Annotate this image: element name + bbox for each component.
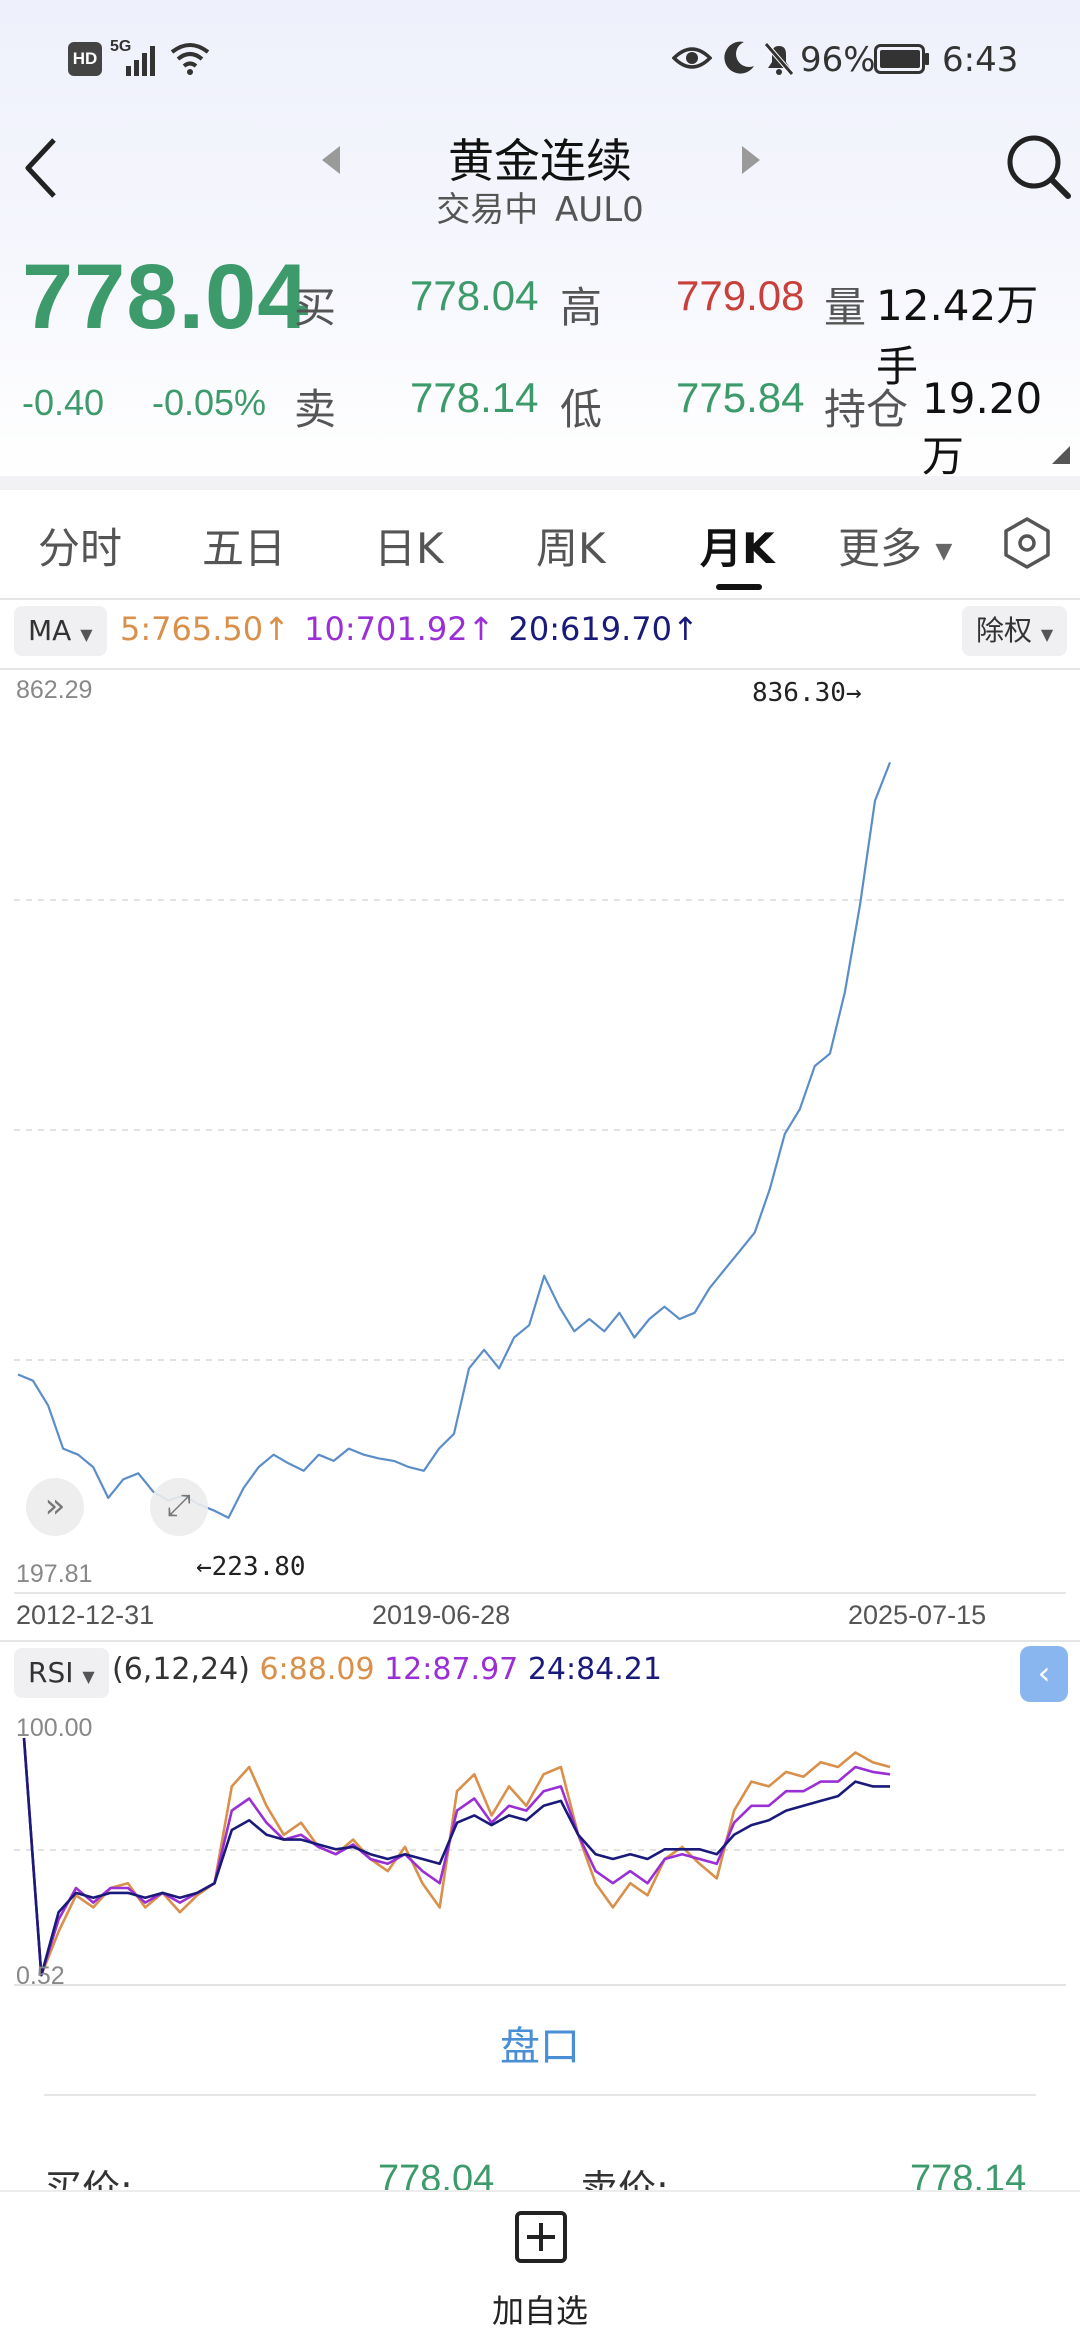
battery-icon [874, 44, 929, 74]
price-series [17, 761, 892, 1519]
battery-percent: 96% [800, 40, 876, 80]
sell-price: 778.14 [410, 374, 539, 421]
rsi-params: (6,12,24) [112, 1652, 250, 1687]
buy-price: 778.04 [410, 272, 539, 319]
next-contract-icon[interactable] [740, 144, 762, 176]
tab-monthly-k[interactable]: 月K [700, 524, 775, 573]
hd-icon: HD [68, 42, 102, 76]
mute-bell-icon [764, 42, 794, 76]
price-chart[interactable] [0, 670, 1080, 1590]
signal-icon [126, 46, 155, 76]
adjust-selector[interactable]: 除权 ▼ [962, 606, 1068, 656]
price-change: -0.40 [22, 382, 105, 423]
last-price: 778.04 [22, 246, 310, 348]
tab-daily-k[interactable]: 日K [374, 524, 444, 573]
date-mid: 2019-06-28 [372, 1600, 511, 1630]
tab-intraday[interactable]: 分时 [38, 524, 123, 573]
rsi6-line [22, 1737, 891, 1977]
active-tab-indicator [716, 584, 762, 590]
ma5-value: 5:765.50 [120, 610, 264, 648]
wifi-icon [170, 43, 210, 75]
contract-code: AUL0 [555, 190, 644, 230]
eye-icon [672, 47, 712, 69]
back-icon[interactable] [20, 136, 64, 200]
rsi-selector[interactable]: RSI ▼ [14, 1648, 109, 1698]
tab-more-label: 更多 [838, 524, 923, 573]
prev-contract-icon[interactable] [320, 144, 342, 176]
high-marker: 836.30→ [752, 678, 862, 708]
date-start: 2012-12-31 [16, 1600, 155, 1630]
price-change-percent: -0.05% [152, 382, 267, 423]
rsi-top-divider [0, 1640, 1080, 1642]
ma10-value: 10:701.92 [304, 610, 468, 648]
fullscreen-icon[interactable]: ⤢ [150, 1478, 208, 1536]
rsi12-value: 12:87.97 [384, 1652, 519, 1687]
price-line [17, 761, 892, 1519]
header-background [0, 0, 1080, 480]
date-end: 2025-07-15 [848, 1600, 987, 1630]
open-interest-label: 持仓 [824, 385, 909, 434]
expand-left-icon[interactable]: » [26, 1478, 84, 1536]
moon-icon [724, 41, 754, 74]
rsi24-line [22, 1737, 890, 1977]
up-arrow-icon: ↑ [263, 610, 290, 648]
volume-value: 12.42万手 [876, 281, 1039, 391]
rsi-series [22, 1737, 891, 1977]
section-divider [0, 476, 1080, 490]
ma20-value: 20:619.70 [508, 610, 673, 648]
caret-down-icon: ▼ [80, 625, 93, 644]
rsi24-value: 24:84.21 [527, 1652, 662, 1687]
high-label: 高 [560, 283, 603, 332]
settings-hexagon-icon[interactable] [1000, 516, 1054, 570]
price-axis-max: 862.29 [16, 676, 93, 704]
low-label: 低 [560, 385, 603, 434]
low-marker: ←223.80 [196, 1552, 306, 1582]
caret-down-icon: ▼ [935, 539, 953, 564]
ma-selector-label: MA [28, 614, 72, 647]
tab-weekly-k[interactable]: 周K [536, 524, 606, 573]
expand-corner-icon[interactable] [1052, 446, 1070, 464]
page-title: 黄金连续 [448, 134, 632, 188]
clock: 6:43 [942, 40, 1019, 80]
chart-baseline [14, 1592, 1066, 1594]
add-box-icon [515, 2211, 567, 2263]
search-icon[interactable] [1002, 130, 1074, 202]
rsi12-line [22, 1737, 891, 1977]
ma-values: 5:765.50↑ 10:701.92↑ 20:619.70↑ [120, 610, 699, 648]
up-arrow-icon: ↑ [672, 610, 699, 648]
sell-label: 卖 [294, 385, 337, 434]
price-axis-min: 197.81 [16, 1560, 93, 1588]
tab-pankou[interactable]: 盘口 [500, 2024, 580, 2070]
ma-divider [0, 668, 1080, 670]
ma-selector[interactable]: MA ▼ [14, 606, 107, 656]
adjust-selector-label: 除权 [976, 614, 1033, 647]
add-watchlist-label: 加自选 [491, 2292, 588, 2330]
pankou-divider [44, 2094, 1036, 2096]
tabs-divider [0, 598, 1080, 600]
tab-more[interactable]: 更多 ▼ [838, 515, 952, 576]
buy-label: 买 [294, 283, 337, 332]
low-price: 775.84 [676, 374, 805, 421]
volume-label: 量 [824, 283, 867, 332]
up-arrow-icon: ↑ [467, 610, 495, 648]
rsi6-value: 6:88.09 [259, 1652, 375, 1687]
contract-subtitle: 交易中 AUL0 [0, 182, 1080, 231]
collapse-panel-icon[interactable]: ‹ [1020, 1646, 1068, 1702]
rsi-axis-max: 100.00 [16, 1714, 93, 1742]
rsi-values: (6,12,24) 6:88.09 12:87.97 24:84.21 [112, 1652, 662, 1687]
rsi-chart[interactable] [0, 1710, 1080, 2000]
caret-down-icon: ▼ [82, 1667, 95, 1686]
high-price: 779.08 [676, 272, 805, 319]
tab-five-day[interactable]: 五日 [202, 524, 287, 573]
add-watchlist-button[interactable]: 加自选 [470, 2200, 610, 2330]
network-type: 5G [110, 38, 132, 55]
open-interest-value: 19.20万 [922, 374, 1043, 481]
caret-down-icon: ▼ [1040, 625, 1054, 644]
rsi-selector-label: RSI [28, 1656, 74, 1689]
rsi-axis-min: 0.52 [16, 1962, 65, 1990]
trading-status: 交易中 [436, 190, 539, 230]
